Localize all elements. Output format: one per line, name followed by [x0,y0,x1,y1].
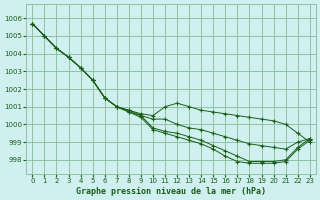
X-axis label: Graphe pression niveau de la mer (hPa): Graphe pression niveau de la mer (hPa) [76,187,266,196]
